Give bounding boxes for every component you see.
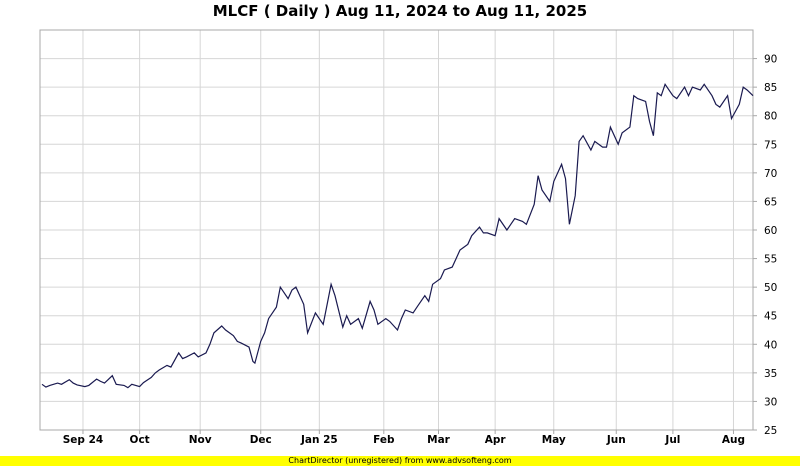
- y-tick-label: 80: [764, 111, 777, 123]
- y-tick-label: 50: [764, 282, 777, 294]
- price-chart: 25 30 35 40 45 50 55 60 65 70 75 80 85 90 Sep 24 Oct No…: [39, 29, 777, 446]
- y-tick-label: 25: [764, 425, 777, 437]
- footer-credit: ChartDirector (unregistered) from www.ad…: [0, 456, 800, 466]
- x-tick-label: May: [542, 434, 566, 446]
- y-tick-label: 65: [764, 196, 777, 208]
- y-tick-label: 60: [764, 225, 777, 237]
- x-tick-label: Feb: [373, 434, 395, 446]
- x-tick-label: Sep 24: [63, 434, 103, 446]
- y-tick-label: 30: [764, 396, 777, 408]
- y-tick-label: 75: [764, 139, 777, 151]
- y-tick-label: 85: [764, 82, 777, 94]
- y-tick-label: 90: [764, 54, 777, 66]
- grid-lines: [40, 30, 753, 431]
- x-tick-label: Apr: [485, 434, 507, 446]
- y-tick-label: 35: [764, 368, 777, 380]
- x-tick-label: Nov: [189, 434, 212, 446]
- series-line: [41, 82, 754, 389]
- y-tick-label: 55: [764, 254, 777, 266]
- x-tick-label: Jul: [664, 434, 680, 446]
- x-tick-label: Jun: [606, 434, 626, 446]
- x-axis: Sep 24 Oct Nov Dec Jan 25 Feb Mar Apr May Jun Jul A…: [63, 430, 745, 446]
- y-axis: 25 30 35 40 45 50 55 60 65 70 75 80 85 90: [753, 54, 777, 437]
- x-tick-label: Jan 25: [300, 434, 338, 446]
- x-tick-label: Oct: [130, 434, 150, 446]
- x-tick-label: Aug: [722, 434, 745, 446]
- chart-title: MLCF ( Daily ) Aug 11, 2024 to Aug 11, 2…: [212, 2, 588, 20]
- x-tick-label: Dec: [250, 434, 272, 446]
- y-tick-label: 70: [764, 168, 777, 180]
- y-tick-label: 45: [764, 311, 777, 323]
- y-tick-label: 40: [764, 339, 777, 351]
- x-tick-label: Mar: [427, 434, 451, 446]
